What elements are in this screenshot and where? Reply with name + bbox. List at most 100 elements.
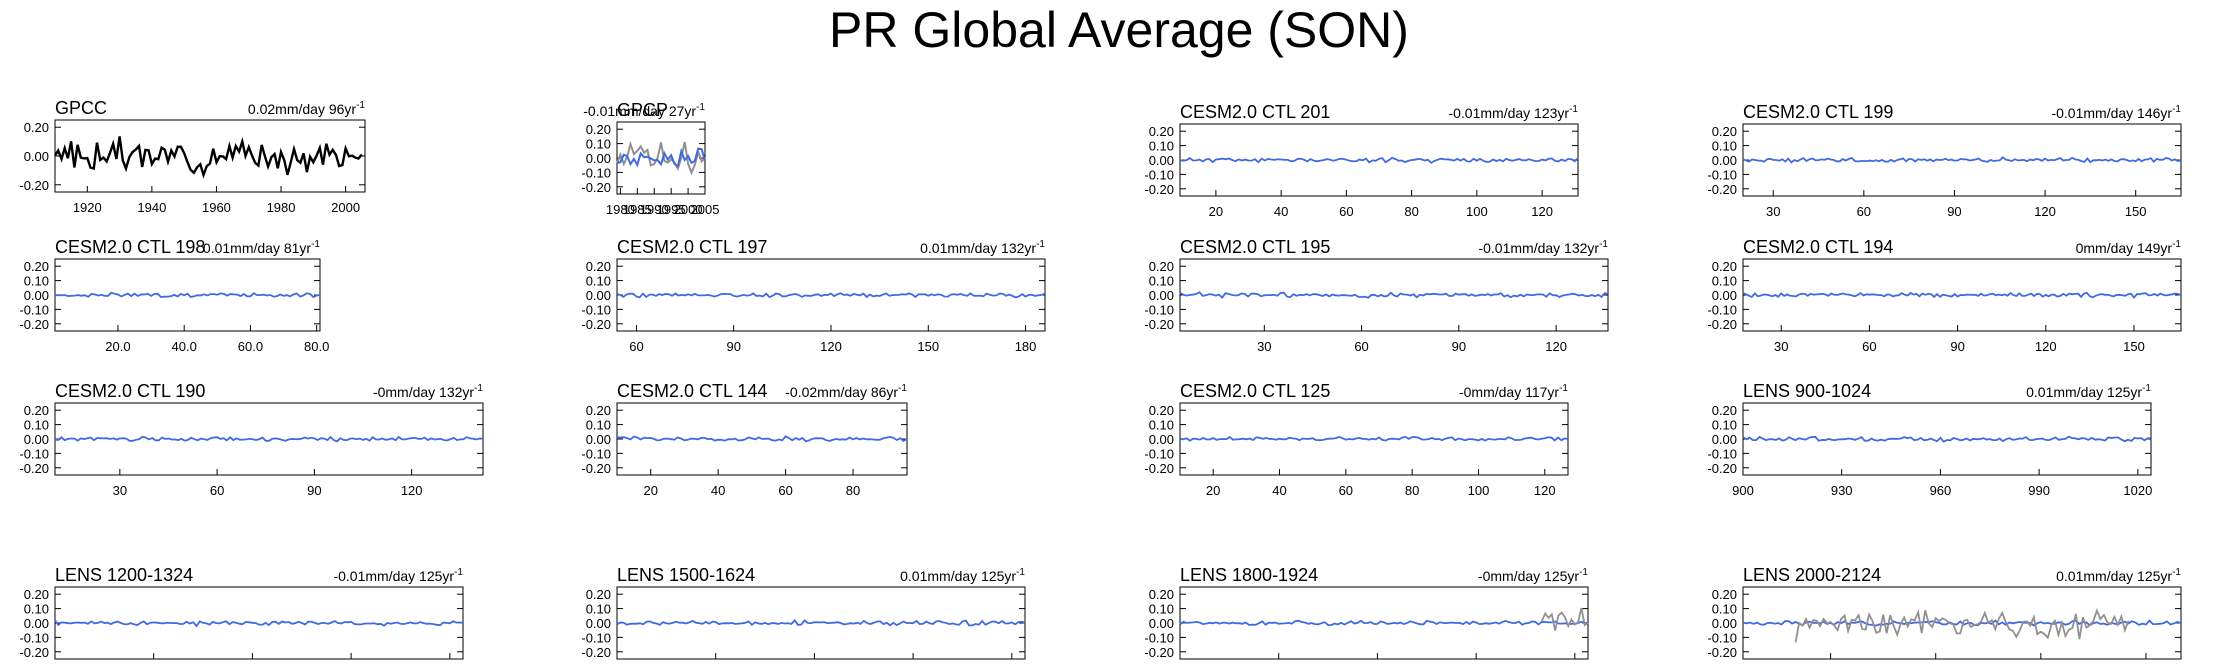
panel-5: CESM2.0 CTL 197 0.01mm/day 132yr-1 0.200.1… [581,237,1046,354]
y-tick-label: -0.10 [19,630,49,645]
y-tick-label: -0.10 [1707,302,1737,317]
x-tick-label: 180 [1015,339,1037,354]
panel-10: CESM2.0 CTL 125 -0mm/day 117yr-1 0.200.100… [1144,381,1569,498]
y-tick-label: -0.10 [1144,302,1174,317]
x-tick-label: 990 [2028,483,2050,498]
y-tick-label: 0.00 [24,616,49,631]
panel-6: CESM2.0 CTL 195 -0.01mm/day 132yr-10.200.… [1144,237,1609,354]
y-tick-label: 0.10 [586,274,611,289]
panel-15: LENS 2000-2124 0.01mm/day 125yr-1 0.200.10… [1707,565,2182,660]
x-tick-label: 30 [1257,339,1271,354]
trend-label: 0.01mm/day 132yr-1 [920,239,1045,256]
y-tick-label: 0.00 [24,432,49,447]
y-tick-label: 0.20 [24,259,49,274]
y-tick-label: -0.20 [19,178,49,193]
trend-label: 0mm/day 149yr-1 [2076,239,2182,256]
y-tick-label: -0.10 [581,302,611,317]
x-tick-label: 20 [1206,483,1220,498]
y-tick-label: 0.10 [586,137,611,152]
x-tick-label: 1960 [202,200,231,215]
series-line [616,292,1046,299]
y-tick-label: -0.20 [19,317,49,332]
x-tick-label: 930 [1831,483,1853,498]
y-tick-label: -0.20 [1144,182,1174,197]
x-tick-label: 20.0 [105,339,130,354]
x-tick-label: 900 [1732,483,1754,498]
panel-title: CESM2.0 CTL 125 [1180,381,1330,401]
series-line [1179,619,1589,627]
x-tick-label: 150 [917,339,939,354]
x-tick-label: 60.0 [238,339,263,354]
y-tick-label: -0.10 [19,302,49,317]
series-line [54,619,464,628]
y-tick-label: 0.20 [24,587,49,602]
y-tick-label: -0.10 [1144,167,1174,182]
x-tick-label: 60 [1354,339,1368,354]
x-tick-label: 60 [778,483,792,498]
panel-title: CESM2.0 CTL 195 [1180,237,1330,257]
panel-0: GPCC 0.02mm/day 96yr-1 0.20 0.00 -0.20 1920 19… [19,98,366,215]
x-tick-label: 150 [2125,204,2147,219]
panel-title: LENS 1500-1624 [617,565,755,585]
panel-title: CESM2.0 CTL 194 [1743,237,1893,257]
y-tick-label: 0.20 [1149,124,1174,139]
y-tick-label: 0.10 [1149,139,1174,154]
y-tick-label: 0.20 [1712,259,1737,274]
trend-label: -0mm/day 125yr-1 [1478,567,1588,584]
x-tick-label: 1990 [640,202,669,217]
x-tick-label: 1985 [623,202,652,217]
y-tick-label: -0.20 [1144,461,1174,476]
y-tick-label: 0.20 [586,122,611,137]
x-tick-label: 1940 [137,200,166,215]
y-tick-label: 0.00 [1149,432,1174,447]
y-tick-label: 0.10 [24,602,49,617]
x-tick-label: 120 [401,483,423,498]
series-line [616,147,706,168]
series-line [1742,619,2182,627]
series-line [1742,435,2152,443]
y-tick-label: 0.00 [586,288,611,303]
x-tick-label: 1980 [267,200,296,215]
y-tick-label: -0.20 [1707,317,1737,332]
x-tick-label: 100 [1468,483,1490,498]
panel-7: CESM2.0 CTL 194 0mm/day 149yr-1 0.200.100.… [1707,237,2182,354]
trend-label: -0.01mm/day 132yr-1 [1478,239,1608,256]
y-tick-label: 0.10 [1149,602,1174,617]
x-tick-label: 120 [1545,339,1567,354]
series-line [1179,156,1579,164]
y-tick-label: -0.20 [1144,317,1174,332]
overlay-line [1794,608,2130,643]
y-tick-label: -0.20 [581,645,611,660]
x-tick-label: 60 [1339,204,1353,219]
y-tick-label: 0.20 [24,120,49,135]
y-tick-label: 0.20 [24,403,49,418]
y-tick-label: -0.10 [1707,167,1737,182]
y-tick-label: -0.20 [19,461,49,476]
x-tick-label: 40 [1272,483,1286,498]
plot-frame [54,586,464,660]
x-tick-label: 960 [1930,483,1952,498]
x-tick-label: 90 [1950,339,1964,354]
y-tick-label: -0.20 [19,645,49,660]
series-line-gray [616,140,706,176]
y-tick-label: -0.20 [581,317,611,332]
series-line [616,435,908,443]
y-tick-label: -0.10 [581,165,611,180]
plot-frame [54,119,366,193]
series-line [53,136,363,179]
y-tick-label: 0.20 [1712,403,1737,418]
y-tick-label: 0.20 [1149,403,1174,418]
y-tick-label: 0.00 [1712,432,1737,447]
y-tick-label: 0.00 [586,616,611,631]
panel-title: CESM2.0 CTL 201 [1180,102,1330,122]
x-tick-label: 1995 [657,202,686,217]
y-tick-label: 0.00 [1712,153,1737,168]
y-tick-label: 0.10 [1712,274,1737,289]
x-tick-label: 80 [1405,483,1419,498]
panel-4: CESM2.0 CTL 1980.01mm/day 81yr-1 0.200.10… [19,237,329,354]
series-line [55,291,321,299]
trend-label: -0.01mm/day 123yr-1 [1448,104,1578,121]
x-tick-label: 60 [629,339,643,354]
x-tick-label: 120 [2034,204,2056,219]
